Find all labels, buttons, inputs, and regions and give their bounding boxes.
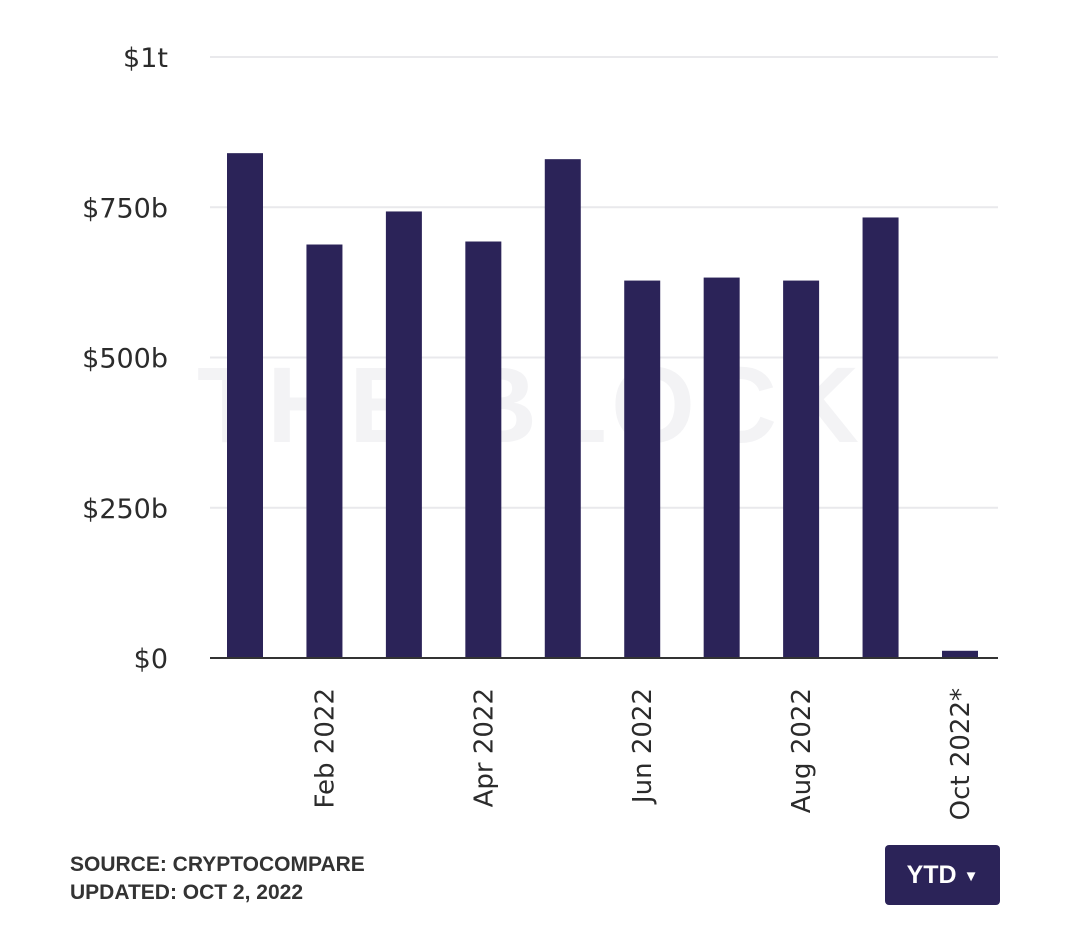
bar: [862, 217, 899, 659]
chevron-down-icon: ▼: [963, 868, 979, 885]
bar: [624, 280, 661, 658]
y-tick-label: $0: [134, 644, 168, 675]
bars: [227, 153, 978, 659]
x-tick-label: Feb 2022: [310, 688, 340, 808]
x-tick-label: Jun 2022: [628, 688, 658, 805]
y-tick-label: $1t: [123, 43, 168, 74]
bar: [783, 280, 820, 658]
y-tick-label: $500b: [82, 344, 168, 375]
bar: [385, 211, 422, 658]
updated-text: UPDATED: OCT 2, 2022: [70, 881, 303, 904]
x-tick-label: Apr 2022: [469, 688, 499, 807]
bar: [227, 153, 263, 658]
bar: [544, 159, 581, 659]
bar: [942, 650, 978, 658]
bar: [306, 244, 343, 658]
source-text: SOURCE: CRYPTOCOMPARE: [70, 853, 365, 876]
bar: [703, 277, 740, 658]
x-tick-label: Aug 2022: [787, 688, 817, 813]
chart-footer: SOURCE: CRYPTOCOMPARE UPDATED: OCT 2, 20…: [70, 851, 365, 907]
y-tick-label: $250b: [82, 494, 168, 525]
time-range-label: YTD: [906, 860, 957, 889]
bar: [465, 241, 502, 658]
x-tick-label: Oct 2022*: [946, 688, 976, 820]
watermark: THE BLOCK: [197, 344, 863, 465]
y-tick-label: $750b: [82, 193, 168, 224]
x-axis-labels: Feb 2022 Apr 2022 Jun 2022 Aug 2022 Oct 2022…: [310, 688, 976, 820]
y-axis-labels: $0 $250b $500b $750b $1t: [82, 43, 168, 675]
time-range-dropdown-button[interactable]: YTD ▼: [885, 845, 1000, 905]
